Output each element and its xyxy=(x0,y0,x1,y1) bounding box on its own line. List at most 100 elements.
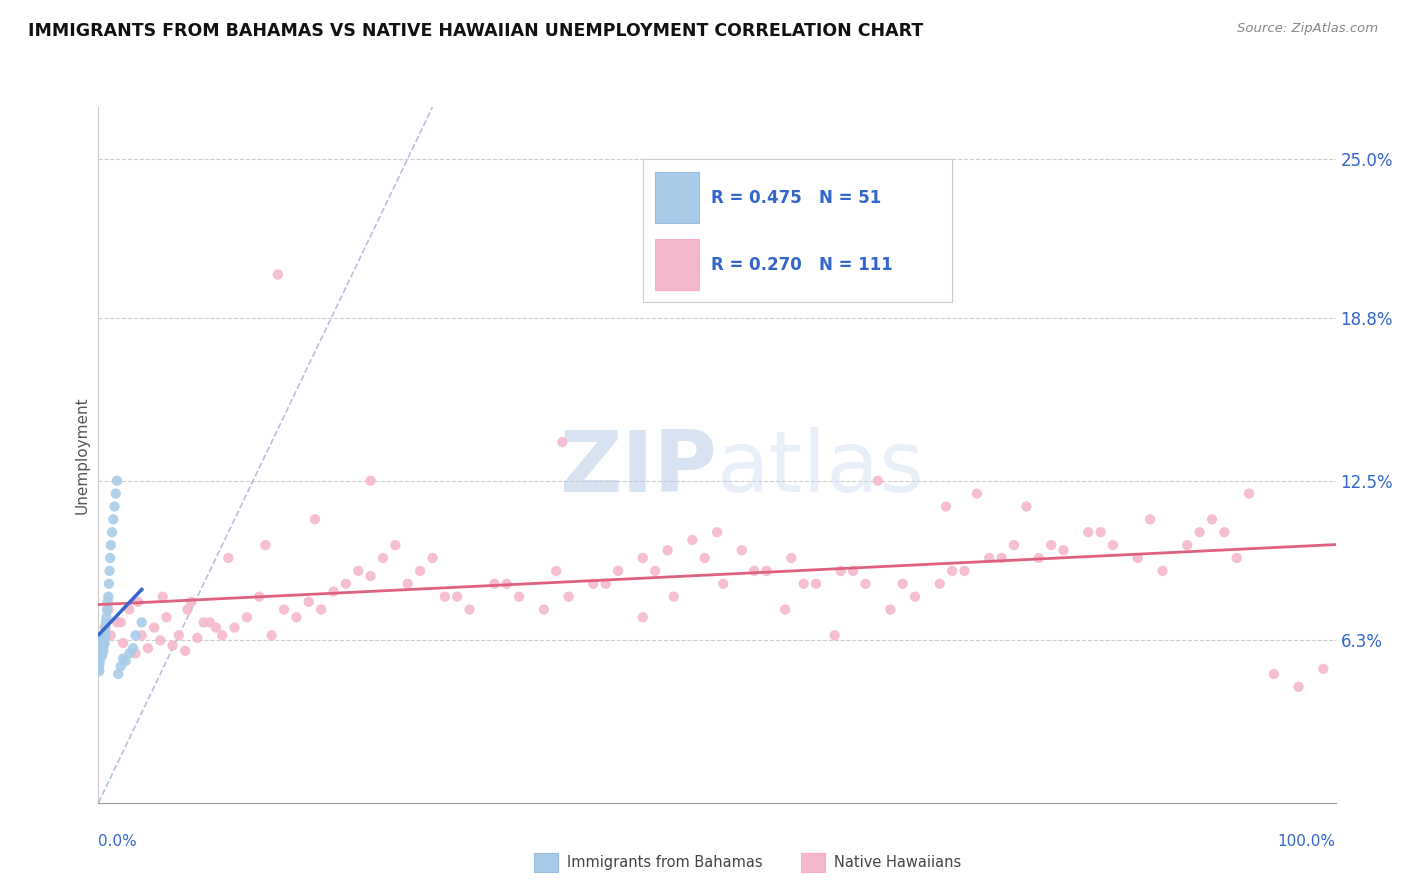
Point xyxy=(1201,512,1223,526)
Point xyxy=(105,615,128,630)
Point xyxy=(131,628,153,642)
Point xyxy=(93,644,115,658)
Point xyxy=(101,525,124,540)
Point xyxy=(1152,564,1174,578)
Point xyxy=(103,512,125,526)
Point xyxy=(236,610,259,624)
Point xyxy=(96,602,118,616)
Point xyxy=(152,590,174,604)
Point xyxy=(89,644,111,658)
Point xyxy=(1263,667,1285,681)
Point xyxy=(94,615,117,630)
Point xyxy=(186,631,208,645)
Point xyxy=(446,590,468,604)
Point xyxy=(458,602,481,616)
Point xyxy=(298,595,321,609)
Point xyxy=(260,628,283,642)
Point xyxy=(155,610,177,624)
Point xyxy=(979,551,1001,566)
Point xyxy=(842,564,865,578)
Point xyxy=(1188,525,1211,540)
Point xyxy=(89,657,111,671)
Point xyxy=(433,590,456,604)
Point xyxy=(104,486,127,500)
Point xyxy=(224,621,246,635)
Point xyxy=(97,602,120,616)
Point xyxy=(118,602,141,616)
Point xyxy=(100,628,122,642)
Point xyxy=(396,576,419,591)
Point xyxy=(93,628,115,642)
Point xyxy=(508,590,530,604)
Point xyxy=(90,648,112,663)
Point xyxy=(1102,538,1125,552)
Point xyxy=(1077,525,1099,540)
Point xyxy=(180,595,202,609)
Point xyxy=(91,641,114,656)
Point xyxy=(97,576,120,591)
Point xyxy=(93,636,115,650)
Point xyxy=(990,551,1012,566)
Text: Immigrants from Bahamas: Immigrants from Bahamas xyxy=(567,855,762,870)
Text: 0.0%: 0.0% xyxy=(98,834,138,849)
Point xyxy=(830,564,852,578)
Point xyxy=(904,590,927,604)
Y-axis label: Unemployment: Unemployment xyxy=(75,396,90,514)
Point xyxy=(935,500,957,514)
Point xyxy=(1312,662,1334,676)
Point xyxy=(98,551,121,566)
Point xyxy=(731,543,754,558)
Point xyxy=(742,564,765,578)
Point xyxy=(1213,525,1236,540)
Point xyxy=(1002,538,1025,552)
Point xyxy=(254,538,277,552)
Point xyxy=(1090,525,1112,540)
Point xyxy=(103,500,125,514)
Point xyxy=(804,576,827,591)
Point xyxy=(335,576,357,591)
Point xyxy=(89,651,111,665)
Point xyxy=(631,610,654,624)
Text: 100.0%: 100.0% xyxy=(1278,834,1336,849)
Point xyxy=(174,644,197,658)
Point xyxy=(953,564,976,578)
Point xyxy=(1028,551,1050,566)
Point xyxy=(1237,486,1260,500)
Point xyxy=(112,636,135,650)
Point xyxy=(91,641,114,656)
Point xyxy=(143,621,166,635)
Point xyxy=(162,639,184,653)
Point xyxy=(607,564,630,578)
Point xyxy=(89,641,111,656)
Point xyxy=(127,595,149,609)
Point xyxy=(347,564,370,578)
Point xyxy=(582,576,605,591)
Point xyxy=(90,633,112,648)
Point xyxy=(105,474,128,488)
Point xyxy=(131,615,153,630)
Point xyxy=(657,543,679,558)
Point xyxy=(824,628,846,642)
Point xyxy=(855,576,877,591)
Point xyxy=(891,576,914,591)
Point xyxy=(780,551,803,566)
Point xyxy=(662,590,685,604)
Point xyxy=(360,474,382,488)
FancyBboxPatch shape xyxy=(655,172,699,223)
Point xyxy=(94,631,117,645)
Point xyxy=(90,633,112,648)
Point xyxy=(533,602,555,616)
Text: IMMIGRANTS FROM BAHAMAS VS NATIVE HAWAIIAN UNEMPLOYMENT CORRELATION CHART: IMMIGRANTS FROM BAHAMAS VS NATIVE HAWAII… xyxy=(28,22,924,40)
Point xyxy=(93,639,115,653)
Point xyxy=(644,564,666,578)
Text: ZIP: ZIP xyxy=(560,427,717,510)
Point xyxy=(681,533,703,547)
Point xyxy=(484,576,506,591)
Point xyxy=(122,641,145,656)
Point xyxy=(89,665,111,679)
Point xyxy=(941,564,963,578)
Point xyxy=(167,628,190,642)
Point xyxy=(1040,538,1063,552)
Point xyxy=(90,639,112,653)
Text: atlas: atlas xyxy=(717,427,925,510)
